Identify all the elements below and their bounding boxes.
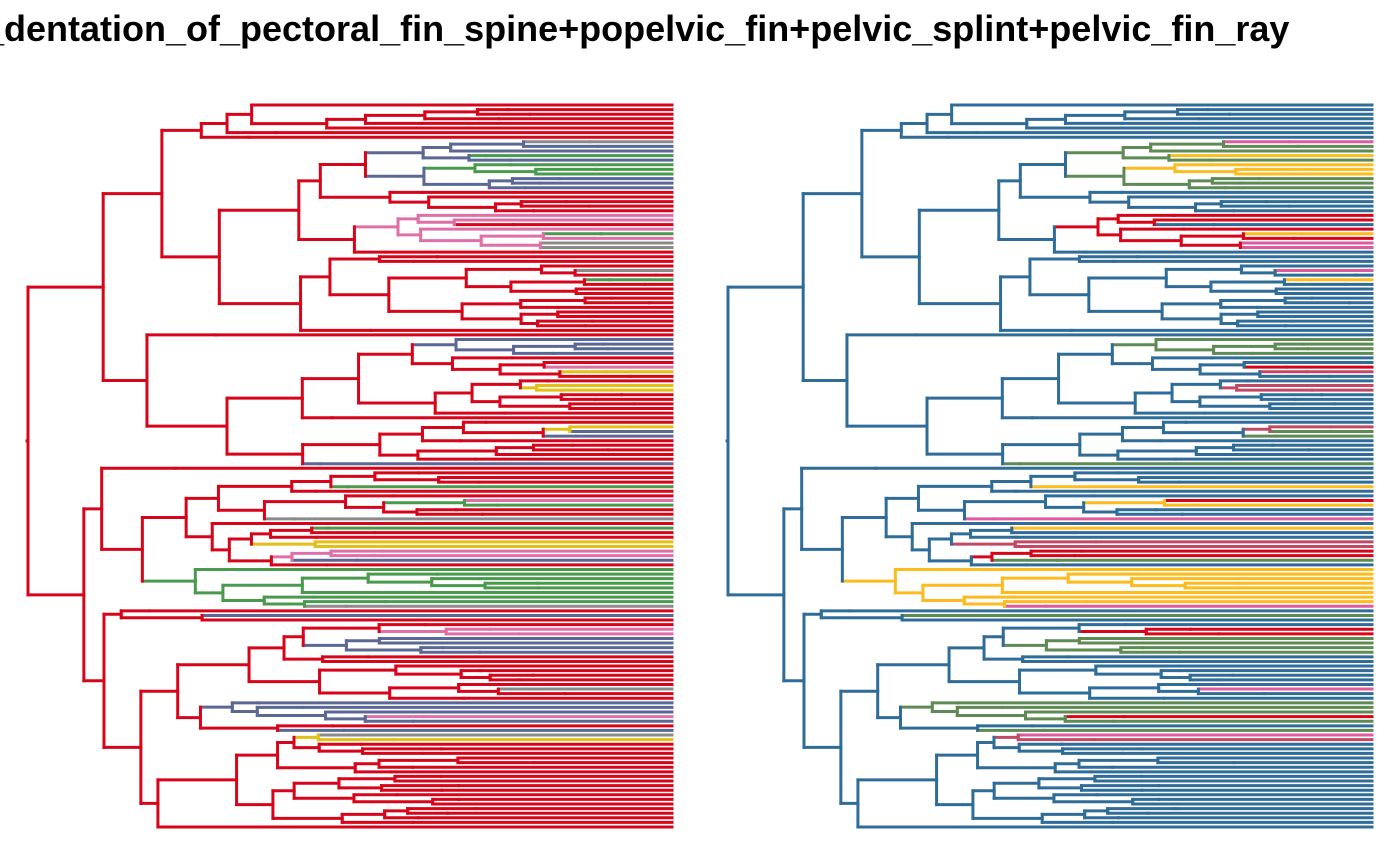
phylogeny-panel-right — [700, 95, 1400, 840]
plot-title-text: or_dentation_of_pectoral_fin_spine+popel… — [0, 8, 1290, 49]
phylogeny-tree-right — [725, 103, 1374, 829]
phylogeny-panel-left — [0, 95, 700, 840]
plot-title: or_dentation_of_pectoral_fin_spine+popel… — [0, 0, 1400, 60]
phylogeny-tree-left — [25, 103, 674, 829]
